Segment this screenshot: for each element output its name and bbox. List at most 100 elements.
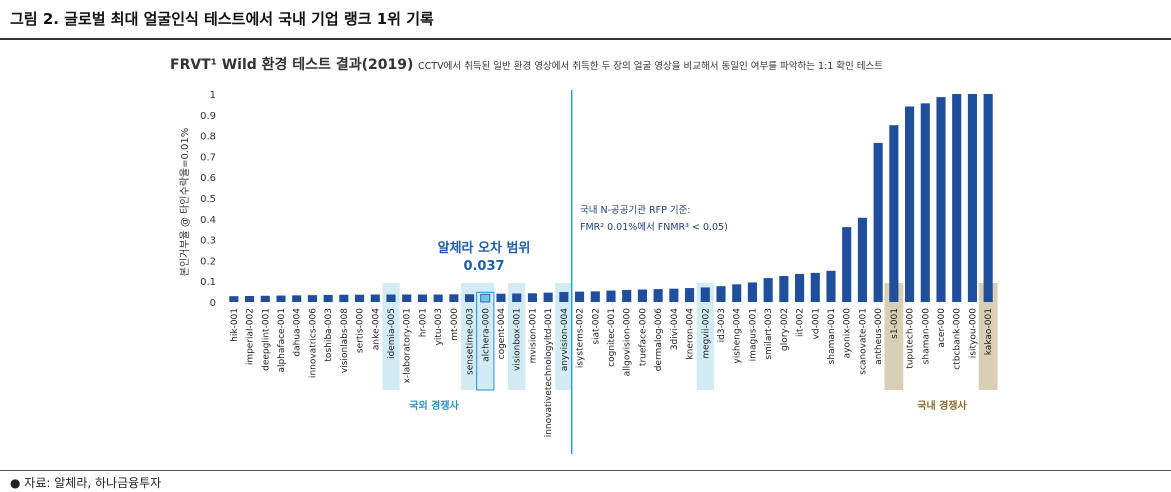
bar-allgovision-000 xyxy=(622,289,632,302)
bar-alchera-000 xyxy=(480,293,491,303)
x-tick-label: isityou-000 xyxy=(968,308,978,358)
x-tick-label: antheus-000 xyxy=(874,308,884,365)
x-tick-label: shaman-001 xyxy=(827,308,837,364)
x-tick-label: x-laboratory-001 xyxy=(403,308,413,383)
bar-idemia-005 xyxy=(386,294,396,302)
x-tick-label: ayonix-000 xyxy=(843,308,853,359)
x-tick-label: imperial-002 xyxy=(246,308,256,365)
bar-isystems-002 xyxy=(575,291,585,302)
x-tick-label: glory-002 xyxy=(780,308,790,351)
x-tick-label: isystems-002 xyxy=(576,308,586,368)
y-tick-label: 0.9 xyxy=(200,111,216,122)
alchera-highlight-box xyxy=(476,291,495,391)
bar-iit-002 xyxy=(795,273,805,302)
bar-yitu-003 xyxy=(433,294,443,302)
rfp-criteria-line1: 국내 N-공공기관 RFP 기준: xyxy=(580,205,691,216)
bar-ctbcbank-000 xyxy=(952,94,962,302)
source-text: 자료: 알체라, 하나금융투자 xyxy=(24,476,162,490)
bar-id3-003 xyxy=(716,286,726,302)
x-tick-label: 3divi-004 xyxy=(670,308,680,350)
bar-ayonix-000 xyxy=(842,227,852,302)
bar-yisheng-004 xyxy=(732,284,742,302)
bar-chart: FRVT¹ Wild 환경 테스트 결과(2019) CCTV에서 취득된 일반… xyxy=(170,56,998,454)
x-tick-label: id3-003 xyxy=(717,308,727,342)
y-tick-label: 1 xyxy=(210,90,216,101)
bar-vd-001 xyxy=(810,272,820,302)
x-tick-label: allgovision-000 xyxy=(623,308,633,377)
bar-sensetime-003 xyxy=(465,294,475,302)
x-tick-label: dermalog-006 xyxy=(654,308,664,371)
x-tick-label: innovatrics-006 xyxy=(308,308,318,378)
x-tick-label: innovativetechnologyltd-001 xyxy=(544,308,554,437)
x-tick-label: cognitec-001 xyxy=(607,308,617,367)
y-tick-label: 0.5 xyxy=(200,194,216,205)
bar-scanovate-001 xyxy=(857,217,867,302)
domestic-band-kakao-001 xyxy=(978,283,998,390)
y-tick-label: 0.6 xyxy=(200,173,216,184)
alchera-range-value: 0.037 xyxy=(463,259,504,274)
bar-sertis-000 xyxy=(355,294,365,302)
x-tick-label: s1-001 xyxy=(890,308,900,339)
x-tick-label: hik-001 xyxy=(230,308,240,342)
y-axis-label: 본인거부율 @ 타인수락율=0.01% xyxy=(179,128,191,277)
x-tick-label: tuputech-000 xyxy=(906,308,916,369)
x-tick-label: siat-002 xyxy=(591,308,601,345)
bar-deepglint-001 xyxy=(260,295,270,302)
x-tick-label: mvision-001 xyxy=(528,308,538,363)
overseas-band-sensetime-003 xyxy=(460,283,479,390)
title-rule xyxy=(0,38,1171,40)
x-tick-label: ctbcbank-000 xyxy=(953,308,963,370)
x-tick-label: smilart-003 xyxy=(764,308,774,360)
domestic-competitors-label: 국내 경쟁사 xyxy=(917,399,967,412)
figure-title: 그림 2. 글로벌 최대 얼굴인식 테스트에서 국내 기업 랭크 1위 기록 xyxy=(10,10,434,28)
x-tick-label: yisheng-004 xyxy=(733,308,743,364)
x-tick-label: alphaface-001 xyxy=(277,308,287,373)
bar-alphaface-001 xyxy=(276,295,286,302)
bar-glory-002 xyxy=(779,276,789,302)
x-tick-label: dahua-004 xyxy=(293,308,303,357)
overseas-band-megvii-002 xyxy=(696,283,714,390)
bar-innovatrics-006 xyxy=(307,295,317,302)
chart-subtitle: CCTV에서 취득된 일반 환경 영상에서 취득한 두 장의 얼굴 영상을 비교… xyxy=(418,60,883,72)
bar-3divi-004 xyxy=(669,288,679,302)
x-tick-label: deepglint-001 xyxy=(261,308,271,371)
bar-kakao-001 xyxy=(983,94,993,302)
x-tick-label: anyvision-004 xyxy=(560,308,570,371)
alchera-range-title: 알체라 오차 범위 xyxy=(438,240,531,256)
x-tick-label: imagus-001 xyxy=(748,308,758,361)
x-tick-label: vd-001 xyxy=(811,308,821,339)
bar-mt-000 xyxy=(449,294,459,302)
bar-isityou-000 xyxy=(967,94,977,302)
x-tick-label: yitu-003 xyxy=(434,308,444,346)
bar-imagus-001 xyxy=(747,282,757,302)
x-tick-label: kneron-004 xyxy=(686,308,696,360)
source-note: ● 자료: 알체라, 하나금융투자 xyxy=(10,476,162,490)
footer-rule xyxy=(0,470,1171,471)
overseas-competitors-label: 국외 경쟁사 xyxy=(409,399,459,412)
overseas-band-anyvision-004 xyxy=(555,283,573,390)
y-tick-label: 0.4 xyxy=(200,215,216,226)
bar-x-laboratory-001 xyxy=(402,294,412,302)
overseas-band-idemia-005 xyxy=(382,283,400,390)
x-tick-label: trueface-000 xyxy=(638,308,648,366)
bar-hr-001 xyxy=(417,294,427,302)
bar-megvii-002 xyxy=(700,287,710,302)
x-tick-label: alchera-000 xyxy=(481,308,491,362)
x-tick-label: visionlabs-008 xyxy=(340,308,350,373)
bar-shaman-000 xyxy=(920,103,930,302)
x-tick-label: cogent-004 xyxy=(497,308,507,360)
bar-hik-001 xyxy=(229,296,239,302)
bar-kneron-004 xyxy=(685,288,695,302)
y-tick-label: 0.7 xyxy=(200,152,216,163)
x-tick-label: mt-000 xyxy=(450,308,460,341)
alchera-range-backdrop xyxy=(410,236,550,278)
y-tick-label: 0.2 xyxy=(200,256,216,267)
y-tick-label: 0 xyxy=(210,298,216,309)
bar-trueface-000 xyxy=(637,289,647,302)
x-tick-label: megvii-002 xyxy=(701,308,711,359)
bar-mvision-001 xyxy=(527,293,537,302)
bar-innovativetechnologyltd-001 xyxy=(543,292,553,302)
bar-visionbox-001 xyxy=(512,293,522,302)
x-tick-label: kakao-001 xyxy=(984,308,994,355)
overseas-band-alchera-000 xyxy=(476,283,494,390)
